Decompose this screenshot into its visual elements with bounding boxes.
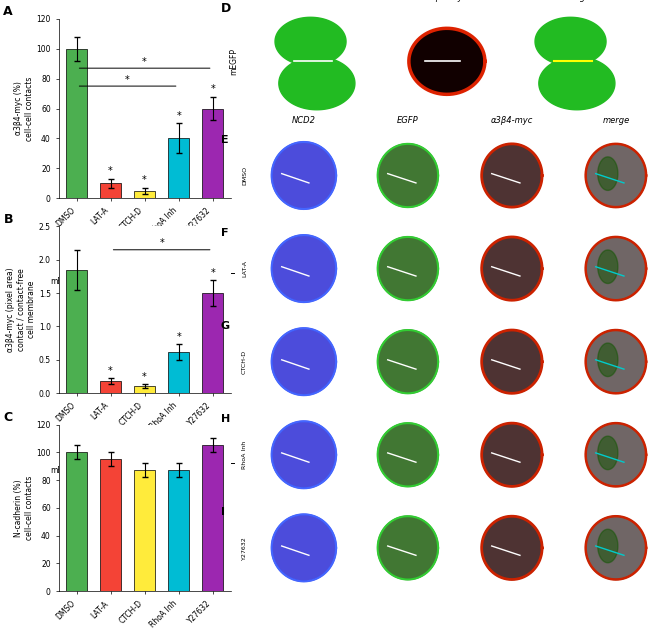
Text: C: C bbox=[3, 411, 12, 424]
Bar bbox=[100, 381, 121, 393]
Text: merge: merge bbox=[603, 116, 629, 125]
Bar bbox=[203, 445, 223, 591]
Polygon shape bbox=[272, 235, 336, 302]
Polygon shape bbox=[272, 421, 336, 488]
Text: F: F bbox=[220, 228, 228, 238]
Text: *: * bbox=[108, 366, 113, 376]
Text: I: I bbox=[220, 507, 225, 517]
Text: *: * bbox=[176, 111, 181, 121]
Y-axis label: N-cadherin (%)
cell-cell contacts: N-cadherin (%) cell-cell contacts bbox=[14, 476, 34, 540]
Text: *: * bbox=[211, 84, 215, 94]
Polygon shape bbox=[586, 144, 646, 207]
Text: *: * bbox=[142, 372, 147, 382]
Text: *: * bbox=[142, 175, 147, 186]
Polygon shape bbox=[586, 516, 646, 579]
Polygon shape bbox=[275, 18, 346, 65]
Text: *: * bbox=[142, 57, 147, 67]
Text: E: E bbox=[220, 135, 228, 145]
Bar bbox=[135, 386, 155, 393]
Text: mEGFP: mEGFP bbox=[50, 466, 77, 475]
Text: LAT-A: LAT-A bbox=[242, 260, 247, 277]
Polygon shape bbox=[482, 237, 542, 300]
Text: *: * bbox=[159, 238, 164, 248]
Polygon shape bbox=[378, 237, 438, 300]
Text: G: G bbox=[220, 321, 229, 331]
Bar bbox=[135, 470, 155, 591]
Text: H: H bbox=[220, 414, 230, 424]
Y-axis label: α3β4-myc (pixel area)
contact / contact-free
cell membrane: α3β4-myc (pixel area) contact / contact-… bbox=[6, 267, 36, 352]
Text: D: D bbox=[221, 2, 231, 15]
Text: *: * bbox=[108, 167, 113, 177]
Polygon shape bbox=[272, 515, 336, 581]
Bar bbox=[203, 108, 223, 198]
Text: *: * bbox=[125, 75, 130, 84]
Text: mEGFP: mEGFP bbox=[229, 48, 239, 75]
Bar bbox=[168, 470, 189, 591]
Polygon shape bbox=[482, 144, 542, 207]
Bar bbox=[66, 270, 86, 393]
Text: Y27632: Y27632 bbox=[242, 536, 247, 560]
Bar bbox=[135, 191, 155, 198]
Text: EGFP: EGFP bbox=[306, 0, 328, 2]
Text: CTCH-D: CTCH-D bbox=[242, 350, 247, 374]
Polygon shape bbox=[586, 423, 646, 486]
Text: merge: merge bbox=[564, 0, 590, 2]
Text: *: * bbox=[176, 331, 181, 342]
Bar bbox=[66, 452, 86, 591]
Bar bbox=[100, 459, 121, 591]
Polygon shape bbox=[378, 423, 438, 486]
Polygon shape bbox=[272, 328, 336, 395]
Text: N-cadherin: N-cadherin bbox=[110, 466, 152, 475]
Polygon shape bbox=[482, 423, 542, 486]
Polygon shape bbox=[535, 18, 606, 65]
Bar bbox=[168, 138, 189, 198]
Bar bbox=[100, 183, 121, 198]
Polygon shape bbox=[598, 436, 618, 470]
Text: α3β4-myc: α3β4-myc bbox=[491, 116, 533, 125]
Polygon shape bbox=[272, 142, 336, 209]
Text: N-cadherin: N-cadherin bbox=[110, 277, 152, 286]
Polygon shape bbox=[598, 157, 618, 191]
Text: EGFP: EGFP bbox=[397, 116, 419, 125]
Text: mEGFP: mEGFP bbox=[50, 277, 77, 286]
Polygon shape bbox=[378, 516, 438, 579]
Polygon shape bbox=[409, 28, 485, 94]
Bar bbox=[168, 352, 189, 393]
Text: A: A bbox=[3, 4, 13, 18]
Polygon shape bbox=[586, 237, 646, 300]
Polygon shape bbox=[378, 144, 438, 207]
Y-axis label: α3β4-myc (%)
cell-cell contacts: α3β4-myc (%) cell-cell contacts bbox=[14, 76, 34, 141]
Text: DMSO: DMSO bbox=[242, 166, 247, 185]
Polygon shape bbox=[539, 57, 615, 109]
Polygon shape bbox=[482, 516, 542, 579]
Bar bbox=[203, 293, 223, 393]
Text: α3β4-myc: α3β4-myc bbox=[426, 0, 468, 2]
Polygon shape bbox=[279, 57, 355, 109]
Text: NCD2: NCD2 bbox=[292, 116, 316, 125]
Text: RhoA Inh: RhoA Inh bbox=[242, 441, 247, 469]
Polygon shape bbox=[598, 529, 618, 563]
Polygon shape bbox=[598, 250, 618, 284]
Text: B: B bbox=[3, 213, 13, 226]
Polygon shape bbox=[598, 343, 618, 377]
Polygon shape bbox=[482, 330, 542, 393]
Polygon shape bbox=[586, 330, 646, 393]
Bar bbox=[66, 48, 86, 198]
Text: *: * bbox=[211, 268, 215, 278]
Polygon shape bbox=[378, 330, 438, 393]
